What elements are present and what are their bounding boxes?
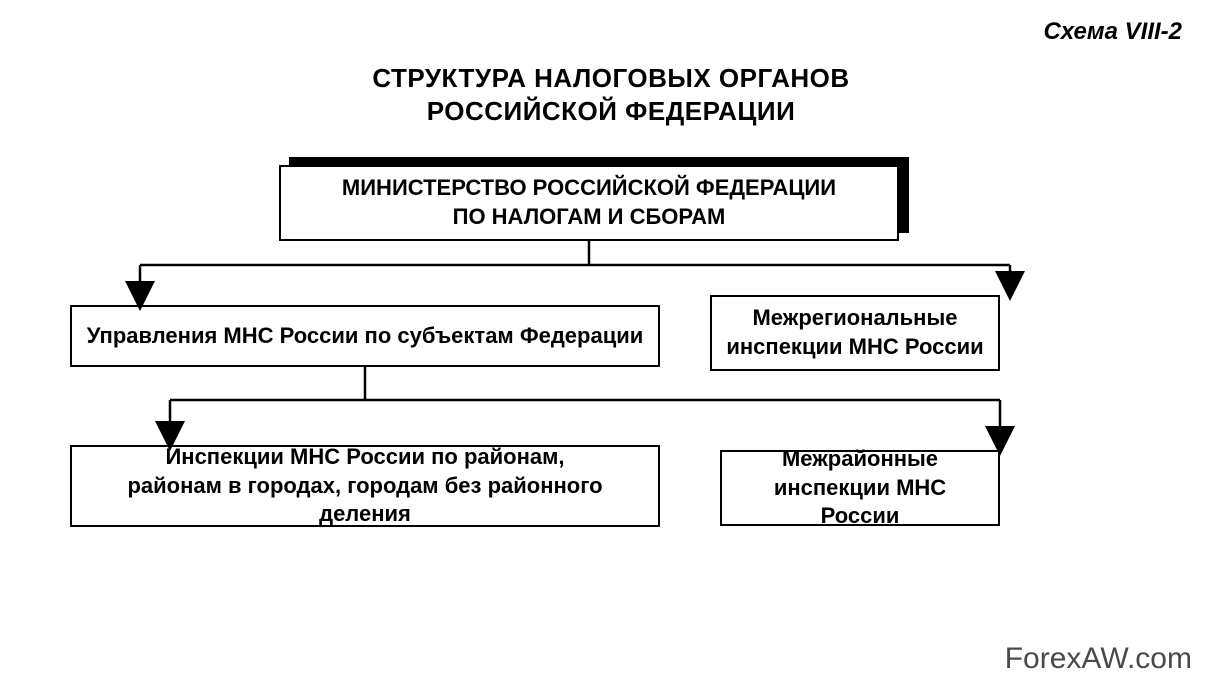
title-line-2: РОССИЙСКОЙ ФЕДЕРАЦИИ: [427, 96, 796, 126]
level3-left-line1: Инспекции МНС России по районам,: [165, 444, 564, 469]
root-node: МИНИСТЕРСТВО РОССИЙСКОЙ ФЕДЕРАЦИИ ПО НАЛ…: [279, 165, 899, 241]
title-line-1: СТРУКТУРА НАЛОГОВЫХ ОРГАНОВ: [372, 63, 849, 93]
level2-left-node: Управления МНС России по субъектам Федер…: [70, 305, 660, 367]
level2-right-node: Межрегиональные инспекции МНС России: [710, 295, 1000, 371]
level2-right-line2: инспекции МНС России: [726, 334, 983, 359]
level2-right-line1: Межрегиональные: [752, 305, 957, 330]
diagram-title: СТРУКТУРА НАЛОГОВЫХ ОРГАНОВ РОССИЙСКОЙ Ф…: [0, 62, 1222, 127]
level3-right-line1: Межрайонные: [782, 446, 938, 471]
level3-left-node: Инспекции МНС России по районам, районам…: [70, 445, 660, 527]
root-node-line1: МИНИСТЕРСТВО РОССИЙСКОЙ ФЕДЕРАЦИИ: [342, 175, 836, 200]
root-node-line2: ПО НАЛОГАМ И СБОРАМ: [453, 204, 726, 229]
level3-right-node: Межрайонные инспекции МНС России: [720, 450, 1000, 526]
level2-left-line1: Управления МНС России по субъектам Федер…: [87, 323, 644, 348]
watermark: ForexAW.com: [1005, 642, 1192, 676]
level3-left-line2: районам в городах, городам без районного…: [127, 473, 602, 527]
schema-label: Схема VIII-2: [1043, 18, 1182, 46]
level3-right-line2: инспекции МНС России: [774, 475, 946, 529]
